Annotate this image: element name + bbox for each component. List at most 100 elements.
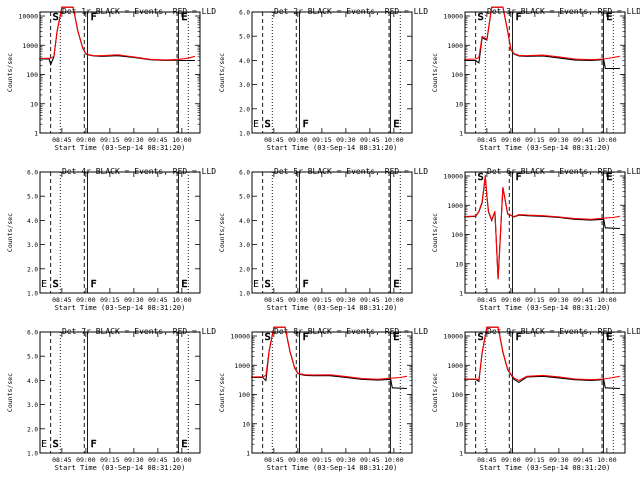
data-point xyxy=(194,60,196,61)
x-tick-label: 10:00 xyxy=(172,456,192,464)
data-point xyxy=(619,55,621,57)
x-tick-label: 09:00 xyxy=(76,456,96,464)
x-tick-label: 09:00 xyxy=(76,136,96,144)
x-tick-label: 09:45 xyxy=(148,456,168,464)
data-point xyxy=(603,378,605,380)
data-point xyxy=(494,210,496,212)
y-tick-label: 6.0 xyxy=(27,170,38,177)
x-axis-label: Start Time (03-Sep-14 08:31:20) xyxy=(480,144,611,152)
x-tick-label: 08:45 xyxy=(477,136,497,144)
y-tick-label: 2.0 xyxy=(27,266,38,273)
y-tick-label: 3.0 xyxy=(27,242,38,249)
marker-letter-s: S xyxy=(478,12,484,23)
x-tick-label: 10:00 xyxy=(172,136,192,144)
data-point xyxy=(265,380,267,381)
y-tick-label: 6.0 xyxy=(239,170,250,177)
data-point xyxy=(574,218,576,219)
data-point xyxy=(502,6,504,8)
events-line xyxy=(464,175,620,280)
y-tick-label: 100 xyxy=(451,231,463,239)
x-tick-label: 09:15 xyxy=(100,296,120,304)
x-axis-label: Start Time (03-Sep-14 08:31:20) xyxy=(55,144,186,152)
data-point xyxy=(50,57,52,59)
y-tick-label: 4.0 xyxy=(27,378,38,385)
data-point xyxy=(262,376,264,378)
data-point xyxy=(478,210,480,212)
y-tick-label: 10000 xyxy=(18,13,38,21)
data-point xyxy=(488,210,489,212)
y-axis-label: Counts/sec xyxy=(218,53,226,92)
data-point xyxy=(558,376,560,378)
series-group xyxy=(39,6,196,61)
data-point xyxy=(513,378,515,380)
plot-frame xyxy=(39,11,201,134)
x-tick-label: 09:30 xyxy=(336,296,356,304)
marker-letter-e: E xyxy=(181,439,187,450)
data-point xyxy=(345,377,347,378)
data-point xyxy=(187,57,189,59)
x-tick-label: 08:45 xyxy=(477,296,497,304)
x-tick-label: 09:45 xyxy=(148,136,168,144)
y-tick-label: 10000 xyxy=(443,333,463,341)
data-point xyxy=(391,387,393,389)
data-point xyxy=(590,60,592,61)
x-tick-label: 09:30 xyxy=(336,456,356,464)
data-point xyxy=(507,369,509,370)
data-point xyxy=(133,56,135,58)
data-point xyxy=(603,217,605,219)
data-point xyxy=(502,186,504,188)
x-tick-label: 09:15 xyxy=(100,136,120,144)
y-tick-label: 10 xyxy=(455,260,463,268)
data-point xyxy=(475,378,477,380)
y-axis-label: Counts/sec xyxy=(431,53,439,92)
x-tick-label: 09:00 xyxy=(501,136,521,144)
data-point xyxy=(590,219,592,221)
data-point xyxy=(265,374,267,376)
x-tick-label: 09:00 xyxy=(288,136,308,144)
data-point xyxy=(149,58,151,60)
data-point xyxy=(61,6,63,8)
y-axis-label: Counts/sec xyxy=(6,373,14,412)
marker-letter-s: S xyxy=(265,279,271,290)
data-point xyxy=(77,30,79,32)
x-tick-label: 09:30 xyxy=(549,456,569,464)
y-tick-label: 1 xyxy=(459,290,463,298)
data-point xyxy=(619,388,621,389)
data-point xyxy=(604,387,606,389)
data-point xyxy=(361,378,363,379)
x-tick-label: 10:00 xyxy=(597,296,617,304)
y-tick-label: 1000 xyxy=(234,362,250,370)
data-point xyxy=(305,374,307,376)
data-point xyxy=(491,6,493,8)
data-point xyxy=(502,351,504,353)
marker-letter-e-left: E xyxy=(253,279,259,290)
data-point xyxy=(518,214,520,215)
data-point xyxy=(179,60,181,61)
data-point xyxy=(497,6,499,8)
x-tick-label: 10:00 xyxy=(384,456,404,464)
y-tick-label: 1 xyxy=(459,130,463,138)
x-tick-label: 09:45 xyxy=(360,456,380,464)
data-point xyxy=(377,378,379,380)
data-point xyxy=(558,377,560,379)
data-point xyxy=(491,219,493,221)
lld-line xyxy=(39,6,195,61)
data-point xyxy=(507,30,509,32)
data-point xyxy=(481,36,483,37)
marker-letter-s: S xyxy=(265,332,271,343)
y-tick-label: 100 xyxy=(451,71,463,79)
y-tick-label: 100 xyxy=(26,71,38,79)
y-tick-label: 100 xyxy=(451,391,463,399)
x-axis-label: Start Time (03-Sep-14 08:31:20) xyxy=(55,464,186,472)
y-tick-label: 1 xyxy=(246,450,250,458)
marker-letter-e: E xyxy=(393,332,399,343)
marker-letter-s: S xyxy=(53,279,59,290)
marker-letter-e: E xyxy=(606,12,612,23)
x-tick-label: 09:45 xyxy=(573,296,593,304)
marker-letter-f: F xyxy=(302,279,308,290)
data-point xyxy=(574,378,576,380)
y-tick-label: 1 xyxy=(34,130,38,138)
data-point xyxy=(558,56,560,58)
data-point xyxy=(590,379,592,381)
